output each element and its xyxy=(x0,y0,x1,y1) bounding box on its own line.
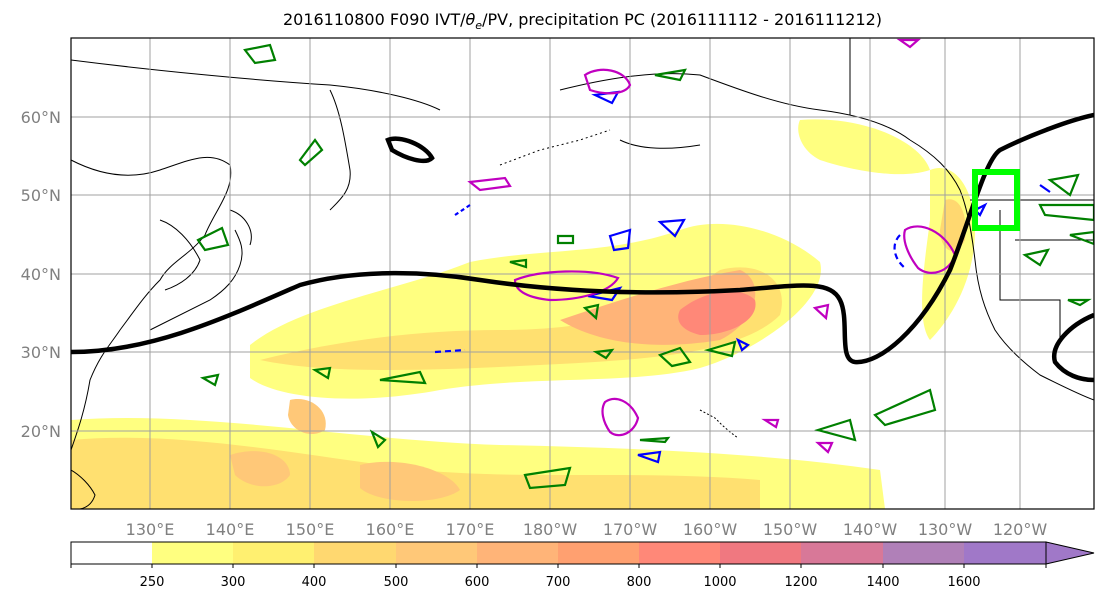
lat-label: 50°N xyxy=(21,186,61,205)
lon-label: 160°E xyxy=(366,520,415,539)
colorbar-segment xyxy=(801,542,883,564)
title-rest: /PV, precipitation PC (2016111112 - 2016… xyxy=(482,10,883,29)
longitude-labels: 130°E 140°E 150°E 160°E 170°E 180°W 170°… xyxy=(126,520,1048,539)
lon-label: 130°E xyxy=(126,520,175,539)
colorbar-segment xyxy=(314,542,396,564)
title-theta: θ xyxy=(465,10,476,29)
colorbar-label: 1400 xyxy=(866,575,899,590)
highlight-box xyxy=(972,169,1020,231)
latitude-labels: 60°N 50°N 40°N 30°N 20°N xyxy=(21,108,61,441)
colorbar-segment xyxy=(71,542,152,564)
colorbar-segment xyxy=(964,542,1046,564)
lon-label: 150°W xyxy=(763,520,818,539)
colorbar-label: 300 xyxy=(221,575,246,590)
lat-label: 40°N xyxy=(21,265,61,284)
lat-label: 30°N xyxy=(21,343,61,362)
map-frame xyxy=(70,37,1095,510)
colorbar-extend-arrow xyxy=(1045,541,1095,565)
colorbar-segment xyxy=(883,542,964,564)
lon-label: 160°W xyxy=(683,520,738,539)
pv-contours-green xyxy=(196,43,1094,490)
colorbar-label: 1000 xyxy=(703,575,736,590)
lon-label: 150°E xyxy=(286,520,335,539)
coastlines xyxy=(71,38,1094,509)
lon-label: 170°E xyxy=(446,520,495,539)
colorbar-label: 250 xyxy=(140,575,165,590)
lon-label: 120°W xyxy=(993,520,1048,539)
colorbar-labels: 250 300 400 500 600 700 800 1000 1200 14… xyxy=(140,575,981,590)
colorbar-label: 600 xyxy=(465,575,490,590)
graticule xyxy=(71,38,1094,509)
lon-label: 180°W xyxy=(523,520,578,539)
pv-contours-magenta xyxy=(467,38,957,454)
colorbar-segment xyxy=(396,542,477,564)
colorbar-segment xyxy=(477,542,558,564)
colorbar-label: 700 xyxy=(546,575,571,590)
lon-label: 140°E xyxy=(206,520,255,539)
colorbar-label: 800 xyxy=(627,575,652,590)
colorbar-label: 1600 xyxy=(947,575,980,590)
colorbar-segment xyxy=(152,542,233,564)
colorbar-segment xyxy=(233,542,314,564)
colorbar-segment xyxy=(558,542,639,564)
colorbar-segment xyxy=(639,542,720,564)
colorbar-label: 400 xyxy=(302,575,327,590)
title-subscript: e xyxy=(475,19,483,33)
lon-label: 140°W xyxy=(843,520,898,539)
colorbar: 250 300 400 500 600 700 800 1000 1200 14… xyxy=(70,541,1095,590)
lon-label: 170°W xyxy=(603,520,658,539)
lat-label: 60°N xyxy=(21,108,61,127)
title-main: 2016110800 F090 IVT/ xyxy=(282,10,466,29)
lat-label: 20°N xyxy=(21,422,61,441)
colorbar-segment xyxy=(720,542,801,564)
colorbar-label: 1200 xyxy=(784,575,817,590)
colorbar-ticks xyxy=(70,564,1047,568)
lon-label: 130°W xyxy=(918,520,973,539)
colorbar-label: 500 xyxy=(384,575,409,590)
map-title: 2016110800 F090 IVT/θe/PV, precipitation… xyxy=(0,10,1105,32)
